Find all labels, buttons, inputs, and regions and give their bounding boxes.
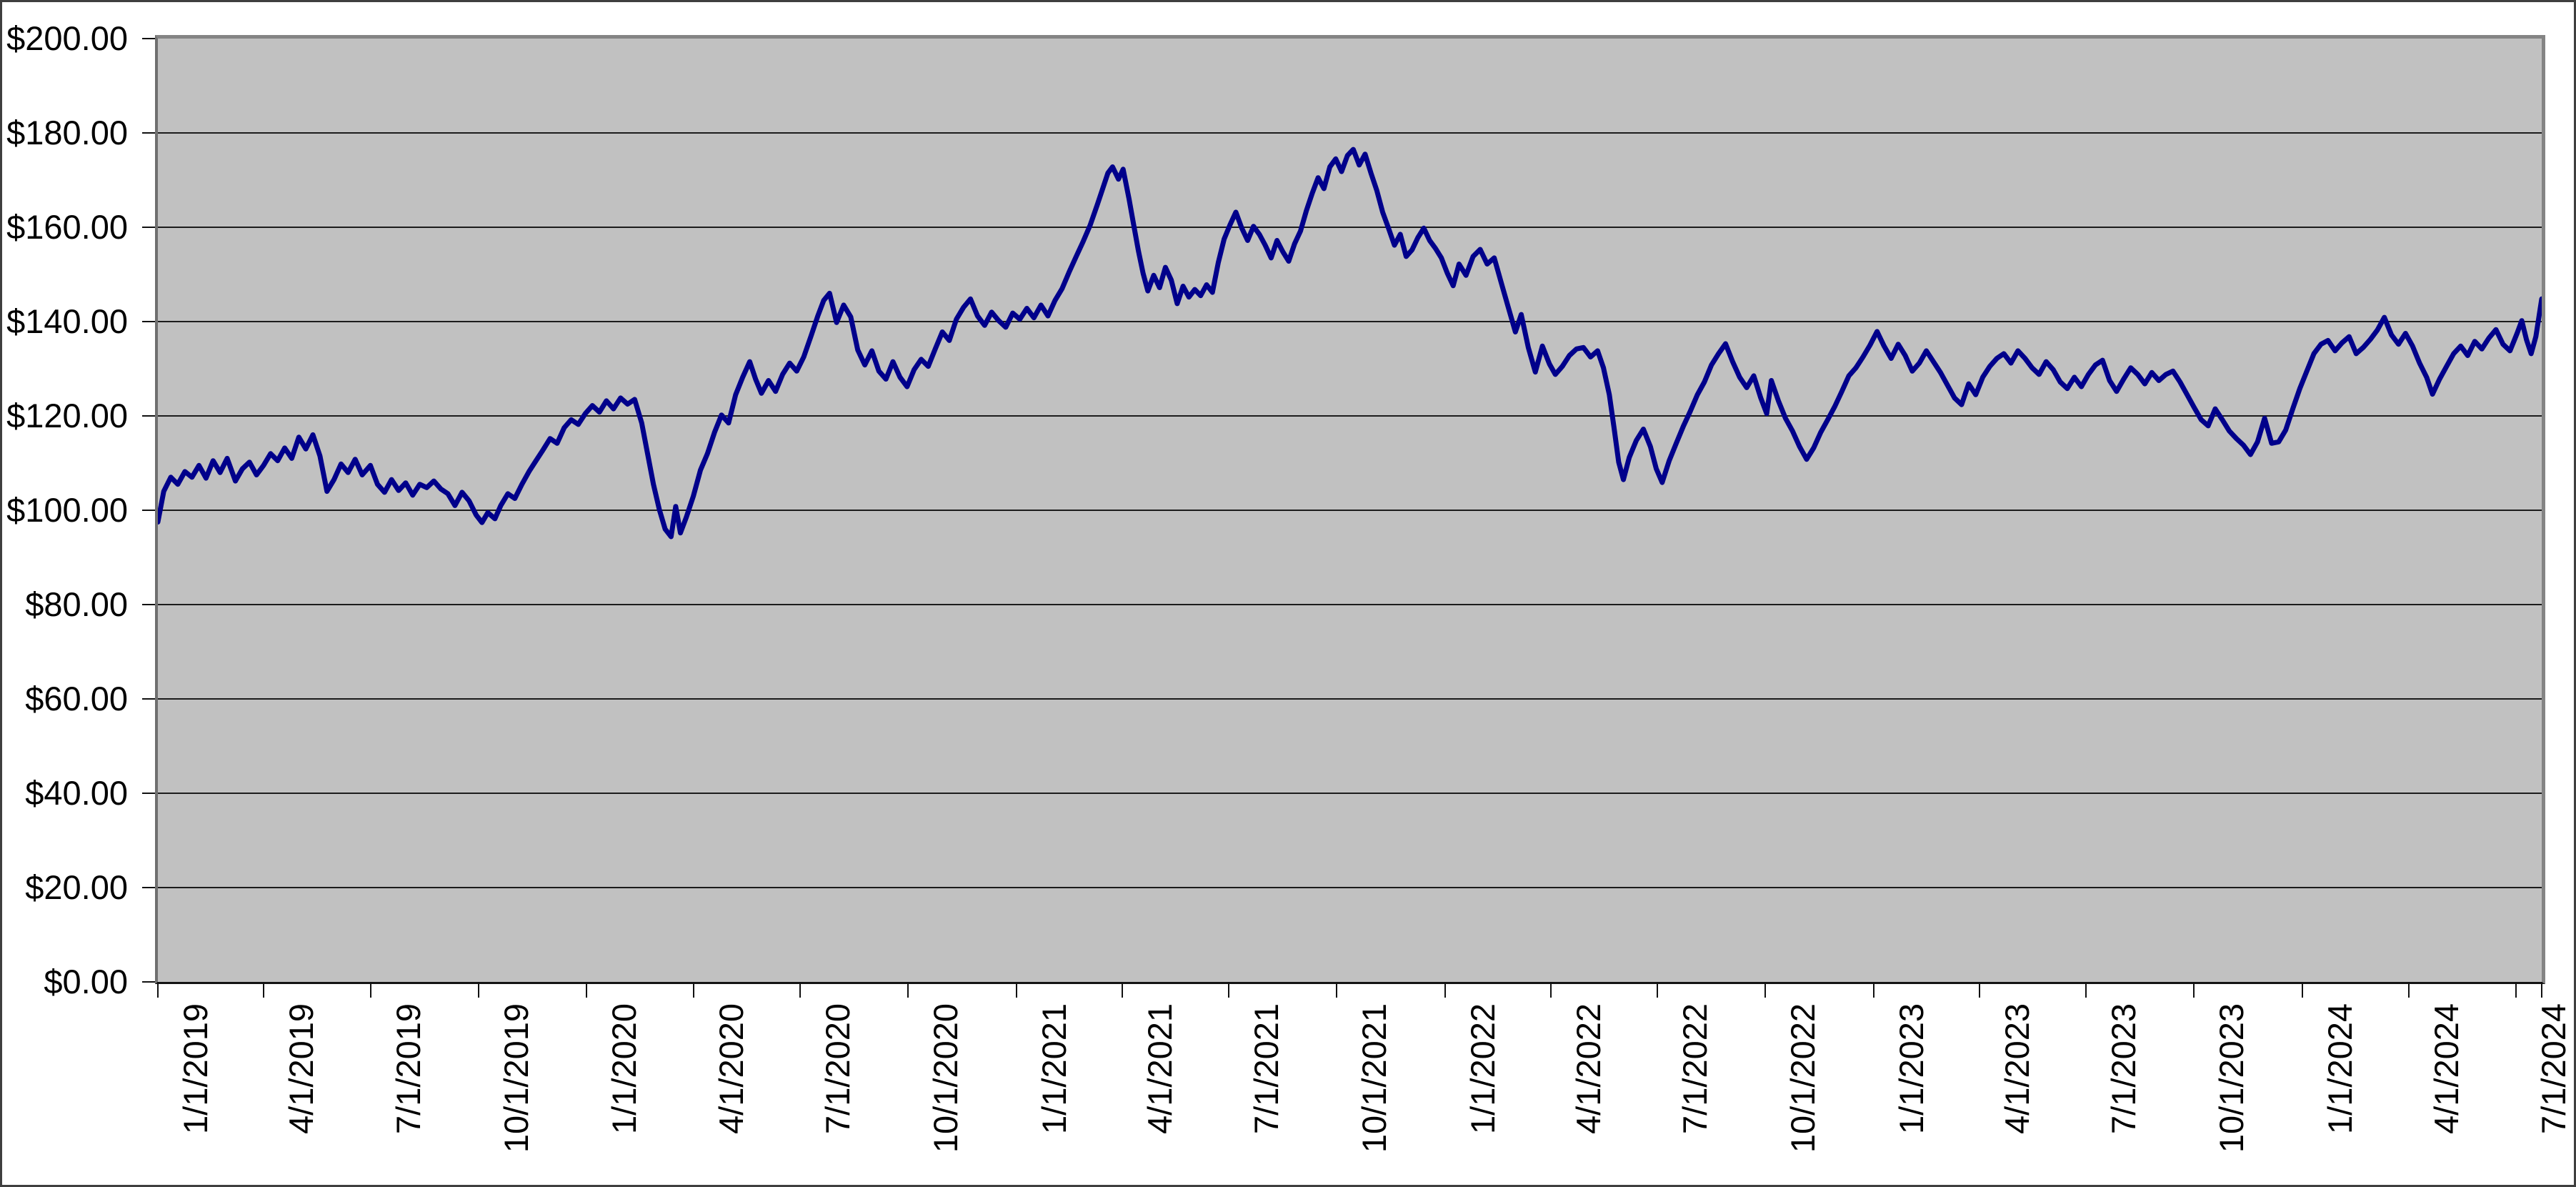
y-axis-tick	[142, 38, 155, 39]
y-axis-label: $180.00	[6, 114, 128, 152]
x-axis-label: 1/1/2023	[1892, 1003, 1930, 1134]
x-axis-tick	[1015, 982, 1017, 998]
y-axis-label: $160.00	[6, 208, 128, 246]
x-axis-label: 7/1/2023	[2105, 1003, 2143, 1134]
x-axis-tick	[692, 982, 694, 998]
price-line	[158, 146, 2542, 540]
x-axis-label: 1/1/2021	[1034, 1003, 1073, 1134]
x-axis-tick	[1336, 982, 1338, 998]
x-axis-label: 4/1/2019	[281, 1003, 320, 1134]
y-axis-tick	[142, 227, 155, 228]
y-axis-tick	[142, 698, 155, 700]
price-line-chart	[158, 132, 2542, 888]
x-axis-tick	[157, 982, 159, 998]
y-axis-label: $200.00	[6, 19, 128, 57]
x-axis-label: 7/1/2021	[1247, 1003, 1286, 1134]
x-axis-label: 4/1/2020	[712, 1003, 750, 1134]
y-axis-label: $120.00	[6, 397, 128, 434]
x-axis-tick	[2301, 982, 2303, 998]
x-axis-label: 10/1/2019	[496, 1003, 535, 1153]
y-axis-tick	[142, 415, 155, 417]
x-axis-tick	[2193, 982, 2195, 998]
x-axis-tick	[2408, 982, 2410, 998]
x-axis-label: 10/1/2021	[1355, 1003, 1394, 1153]
x-axis-label: 4/1/2022	[1569, 1003, 1607, 1134]
x-axis-tick	[477, 982, 479, 998]
x-axis-label: 7/1/2020	[819, 1003, 857, 1134]
x-axis-tick	[2515, 982, 2517, 998]
y-axis-tick	[142, 510, 155, 511]
y-axis-tick	[142, 604, 155, 605]
x-axis-tick	[1549, 982, 1552, 998]
x-axis-tick	[1978, 982, 1980, 998]
x-axis-tick	[799, 982, 802, 998]
x-axis-label: 10/1/2023	[2212, 1003, 2251, 1153]
x-axis-tick	[2085, 982, 2087, 998]
x-axis-label: 10/1/2022	[1784, 1003, 1822, 1153]
x-axis-tick	[262, 982, 264, 998]
y-axis-tick	[142, 132, 155, 134]
x-axis-label: 1/1/2024	[2320, 1003, 2359, 1134]
x-axis-label: 7/1/2022	[1676, 1003, 1714, 1134]
y-axis-tick	[142, 793, 155, 794]
y-axis-label: $0.00	[44, 963, 128, 1000]
x-axis-label: 4/1/2024	[2427, 1003, 2466, 1134]
x-axis-tick	[2541, 982, 2542, 998]
y-axis-label: $60.00	[25, 680, 128, 717]
y-axis-tick	[142, 321, 155, 322]
y-axis-label: $20.00	[25, 868, 128, 906]
y-axis-label: $40.00	[25, 774, 128, 812]
x-axis-tick	[1657, 982, 1659, 998]
x-axis-tick	[1444, 982, 1446, 998]
x-axis-tick	[369, 982, 371, 998]
y-axis-tick	[142, 981, 155, 983]
x-axis-tick	[1764, 982, 1767, 998]
y-axis-label: $140.00	[6, 302, 128, 340]
x-axis-tick	[586, 982, 587, 998]
y-axis-tick	[142, 887, 155, 888]
x-axis-label: 1/1/2019	[176, 1003, 214, 1134]
x-axis-tick	[907, 982, 909, 998]
x-axis-label: 10/1/2020	[927, 1003, 965, 1153]
plot-area	[155, 35, 2545, 984]
y-axis-label: $100.00	[6, 491, 128, 529]
x-axis-label: 4/1/2023	[1997, 1003, 2036, 1134]
x-axis-label: 4/1/2021	[1140, 1003, 1179, 1134]
x-axis-tick	[1872, 982, 1874, 998]
x-axis-tick	[1121, 982, 1123, 998]
x-axis-label: 1/1/2020	[605, 1003, 643, 1134]
x-axis-tick	[1228, 982, 1230, 998]
x-axis-label: 1/1/2022	[1463, 1003, 1502, 1134]
x-axis-label: 7/1/2024	[2534, 1003, 2572, 1134]
x-axis-label: 7/1/2019	[389, 1003, 427, 1134]
y-axis-label: $80.00	[25, 585, 128, 623]
